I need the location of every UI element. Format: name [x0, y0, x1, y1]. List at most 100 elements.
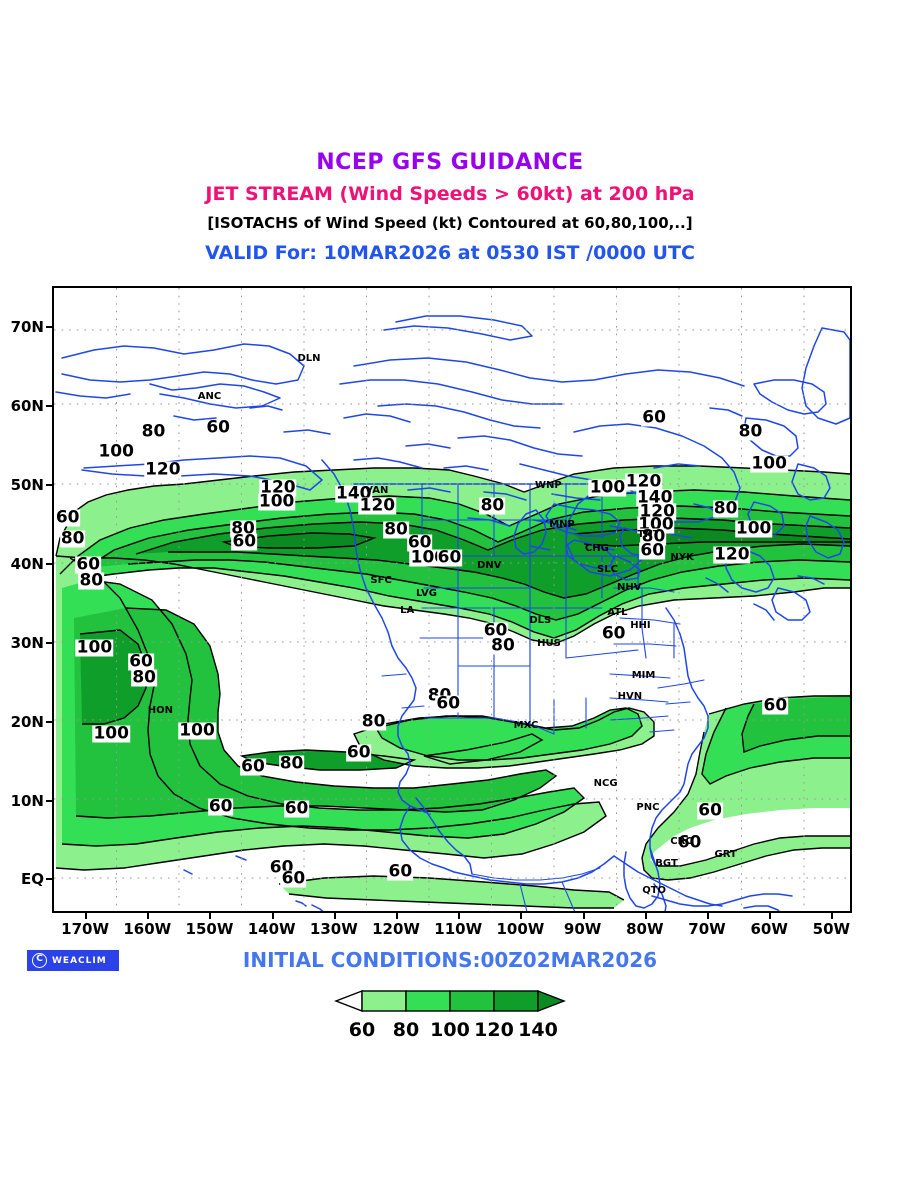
y-tick [46, 326, 54, 329]
contour-value-label: 60 [436, 547, 463, 568]
y-tick-label: 40N [10, 555, 44, 573]
station-code-label: ANC [197, 390, 222, 402]
x-tick-label: 70W [688, 920, 726, 938]
valid-time-label: VALID For: 10MAR2026 at 0530 IST /0000 U… [205, 242, 695, 264]
contour-value-label: 120 [624, 471, 663, 492]
contour-value-label: 80 [479, 495, 506, 516]
map-canvas [54, 288, 850, 911]
station-code-label: CHG [584, 543, 609, 555]
x-tick [520, 911, 523, 919]
x-tick-label: 80W [626, 920, 664, 938]
contour-value-label: 100 [750, 453, 788, 474]
copyright-icon: C [32, 953, 47, 968]
x-tick [458, 911, 461, 919]
station-code-label: BGT [655, 857, 678, 869]
contour-value-label: 60 [676, 832, 703, 853]
colorbar-tick-label: 60 [348, 1019, 376, 1041]
y-tick-label: EQ [21, 870, 44, 889]
contour-value-label: 80 [712, 498, 739, 519]
x-tick-label: 90W [563, 920, 602, 938]
y-tick [46, 405, 54, 408]
x-tick [644, 911, 647, 919]
contour-value-label: 60 [54, 507, 81, 528]
title-block: NCEP GFS GUIDANCE JET STREAM (Wind Speed… [0, 0, 900, 265]
x-tick [831, 911, 834, 919]
y-tick [46, 563, 54, 565]
contour-value-label: 100 [178, 720, 216, 741]
station-code-label: DLS [529, 614, 552, 626]
station-code-label: HON [147, 705, 173, 717]
contour-value-label: 60 [482, 620, 509, 641]
contour-value-label: 80 [640, 526, 667, 547]
contour-value-label: 80 [360, 711, 387, 732]
x-tick-label: 60W [750, 920, 788, 938]
contour-value-label: 60 [231, 531, 258, 552]
weaclim-logo[interactable]: C WEACLIM [27, 950, 119, 971]
contour-value-label: 60 [600, 623, 627, 644]
initial-conditions-label: INITIAL CONDITIONS:00Z02MAR2026 [242, 948, 658, 972]
station-code-label: LA [400, 604, 415, 616]
colorbar-swatch [493, 990, 539, 1012]
contour-value-label: 60 [762, 695, 789, 716]
x-tick [333, 911, 336, 919]
x-tick-label: 130W [309, 920, 358, 938]
contour-value-label: 60 [639, 540, 666, 561]
x-tick-label: 170W [61, 920, 110, 938]
contour-value-label: 60 [75, 554, 102, 575]
contour-value-label: 60 [697, 800, 723, 821]
y-tick [46, 878, 54, 881]
weaclim-label: WEACLIM [52, 955, 107, 966]
y-tick [46, 799, 54, 802]
colorbar-swatches [330, 985, 570, 1017]
chart-subtitle: JET STREAM (Wind Speeds > 60kt) at 200 h… [205, 183, 695, 205]
station-code-label: LVG [416, 587, 437, 599]
contour-value-label: 60 [406, 532, 433, 553]
contour-value-label: 80 [278, 753, 305, 774]
station-code-label: SLC [597, 564, 618, 576]
contour-value-label: 60 [128, 651, 154, 672]
station-code-label: HHI [630, 619, 651, 631]
station-code-label: WNP [535, 479, 562, 491]
x-tick-label: 150W [185, 920, 234, 938]
contour-value-label: 100 [97, 441, 135, 462]
colorbar-legend: 60 80 100 120 140 [0, 985, 900, 1043]
station-code-label: GRT [714, 849, 737, 860]
contour-value-label: 80 [78, 570, 105, 591]
contour-value-label: 60 [641, 407, 667, 428]
colorbar-svg [334, 989, 566, 1013]
x-tick [85, 911, 88, 919]
station-code-label: NCG [593, 778, 618, 790]
y-tick-label: 20N [10, 712, 44, 731]
contour-value-label: 60 [205, 417, 232, 438]
contour-value-label: 60 [240, 756, 266, 777]
station-code-label: NYK [670, 552, 694, 564]
x-tick-label: 110W [434, 920, 483, 938]
contour-value-label: 100 [734, 518, 773, 539]
station-code-label: DNV [477, 560, 502, 572]
y-tick [46, 484, 54, 487]
station-code-label: HVN [617, 691, 643, 703]
contour-value-label: 80 [140, 421, 167, 442]
jet-stream-map[interactable]: 70N 60N 50N 40N 30N 20N 10N EQ 170W 160W 150W 140W… [11, 286, 852, 938]
x-tick-label: 120W [372, 920, 420, 938]
x-tick-label: 50W [812, 920, 851, 938]
x-tick [706, 911, 709, 919]
x-tick-label: 100W [496, 920, 545, 938]
contour-value-label: 120 [259, 477, 297, 498]
y-tick-label: 60N [10, 397, 44, 416]
colorbar-tick-label: 80 [392, 1019, 420, 1041]
contour-value-label: 80 [59, 528, 86, 549]
colorbar-tick-label: 140 [518, 1019, 558, 1041]
contour-value-label: 120 [358, 495, 397, 516]
y-tick-label: 70N [10, 318, 44, 337]
station-code-label: HUS [537, 638, 561, 650]
contour-value-label: 60 [345, 742, 372, 763]
contour-value-label: 60 [387, 861, 414, 882]
contour-value-label: 60 [280, 868, 307, 889]
y-tick-label: 50N [10, 476, 44, 495]
station-code-label: VAN [365, 484, 389, 496]
station-code-label: TNT [637, 528, 660, 540]
contour-value-label: 60 [283, 798, 310, 819]
contour-value-label: 100 [588, 477, 627, 498]
y-tick [46, 641, 54, 644]
